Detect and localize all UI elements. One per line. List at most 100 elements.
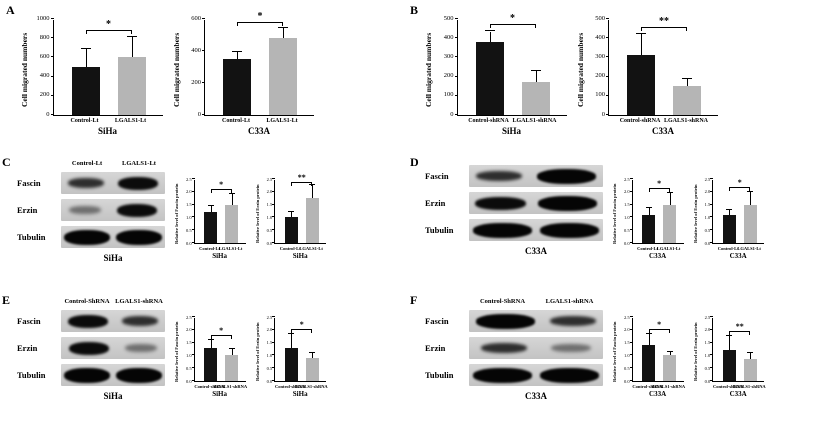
significance-bracket (729, 186, 751, 191)
y-axis-label: Relative level of Erzin protein (692, 184, 698, 244)
chart-cell-migration-c33a-lt: Cell migrated numbers 0 200 400 600 * Control-… (171, 4, 314, 136)
lane-header: LGALS1-shRNA (545, 298, 594, 305)
y-tick-label: 0.0 (185, 240, 192, 246)
y-tick-mark (272, 242, 276, 243)
blot-row: Fascin (425, 165, 603, 187)
y-tick-label: 2.5 (704, 176, 711, 182)
category-label: LGALS1-Lt (266, 118, 298, 124)
error-bar-cap (666, 350, 673, 352)
y-tick-mark (710, 216, 714, 218)
cell-line-label: C33A (525, 246, 547, 256)
y-tick-mark (629, 328, 633, 330)
error-bar-cap (645, 207, 652, 209)
significance-label: * (657, 319, 662, 329)
error-bar-cap (126, 35, 137, 37)
protein-band (473, 222, 532, 238)
x-axis-label: SiHa (292, 390, 308, 398)
panel-F-content: Control-ShRNA LGALS1-shRNA Fascin Erzin Tubu… (425, 294, 766, 422)
y-tick-label: 200 (39, 91, 50, 99)
y-tick-mark (629, 203, 633, 205)
protein-band (117, 203, 157, 217)
y-tick-mark (272, 178, 276, 179)
category-label: Control-shRNA (619, 118, 661, 124)
y-tick-label: 1.5 (623, 340, 630, 346)
blot-row: Fascin (425, 310, 603, 332)
significance-label: * (657, 179, 662, 189)
y-tick-mark (606, 37, 609, 39)
bar-lgals1-shrna (673, 86, 701, 115)
protein-band (64, 367, 110, 383)
y-tick-mark (272, 354, 276, 356)
y-tick-mark (272, 203, 276, 205)
y-tick-label: 0.0 (185, 378, 192, 384)
y-tick-mark (272, 316, 276, 317)
y-tick-mark (629, 341, 633, 343)
error-bar (641, 34, 642, 56)
y-tick-mark (454, 114, 458, 115)
protein-label: Tubulin (425, 370, 454, 380)
lane-header: LGALS1-shRNA (115, 298, 163, 305)
y-tick-label: 300 (443, 52, 454, 60)
y-tick-mark (202, 50, 205, 51)
y-axis-label: Relative level of Erzin protein (254, 184, 260, 244)
category-label: Control-Lt (70, 118, 99, 124)
bar-control-shrna (475, 42, 504, 115)
chart-fascin-siha-shrna: Relative level of Fascin protein 0.0 0.5 1.… (174, 306, 248, 398)
error-bar-cap (288, 211, 295, 213)
y-tick-mark (191, 380, 195, 381)
y-tick-label: 1.5 (623, 202, 630, 208)
panel-label-C: C (2, 155, 11, 169)
y-tick-mark (272, 229, 276, 231)
protein-band (125, 344, 157, 352)
y-tick-label: 1.5 (185, 340, 192, 346)
y-tick-label: 0 (46, 110, 50, 118)
x-axis-label: SiHa (212, 390, 227, 398)
error-bar (729, 209, 731, 215)
error-bar-cap (484, 30, 495, 32)
protein-band (481, 343, 527, 353)
lane-headers: Control-Lt LGALS1-Lt (61, 160, 165, 167)
y-tick-mark (191, 354, 195, 356)
category-label: Control-Lt (637, 246, 659, 251)
bar-lgals1-lt (117, 57, 146, 115)
y-tick-label: 2.5 (185, 314, 192, 320)
error-bar-cap (228, 348, 235, 349)
y-axis-label: Cell migrated numbers (575, 32, 585, 108)
y-tick-mark (454, 75, 458, 77)
y-tick-mark (710, 328, 714, 330)
y-tick-mark (710, 203, 714, 205)
y-axis-label: Relative level of Fascin protein (174, 321, 179, 383)
chart-body: 0.0 0.5 1.0 1.5 2.0 2.5 ** Control-Lt LGALS1-Lt S… (260, 168, 327, 260)
y-tick-mark (629, 229, 633, 231)
plot-area: 0.0 0.5 1.0 1.5 2.0 2.5 ** (705, 315, 765, 383)
y-tick-mark (50, 56, 54, 58)
y-tick-mark (191, 341, 195, 343)
blot-row: Erzin (425, 337, 603, 359)
bar-lgals1-lt (225, 204, 239, 243)
y-axis-label: Cell migrated numbers (171, 32, 181, 108)
y-tick-mark (606, 114, 609, 115)
panel-D: D Fascin Erzin Tubulin C33A Relative level … (410, 156, 822, 292)
category-label: LGALS1-shRNA (214, 384, 248, 389)
error-bar (669, 351, 671, 356)
blot-row: Fascin (17, 310, 165, 332)
error-bar-cap (309, 351, 316, 353)
protein-band (69, 206, 101, 214)
error-bar (291, 212, 293, 218)
y-tick-label: 1.5 (704, 202, 711, 208)
category-labels: Control-shRNA LGALS1-shRNA (608, 116, 718, 125)
significance-bracket (237, 22, 283, 26)
plot-area: 0 200 400 600 * (191, 12, 314, 117)
y-tick-label: 600 (191, 14, 201, 22)
category-labels: Control-shRNA LGALS1-shRNA (194, 382, 248, 389)
error-bar (535, 70, 537, 83)
y-tick-label: 2.0 (623, 327, 630, 333)
x-axis-label: SiHa (501, 126, 521, 136)
y-tick-label: 500 (443, 14, 454, 22)
x-axis-label: C33A (649, 252, 667, 260)
y-tick-label: 200 (443, 72, 454, 80)
error-bar-cap (645, 332, 652, 334)
bar-lgals1-shrna (305, 357, 319, 381)
y-tick-mark (710, 242, 714, 243)
y-tick-label: 1.0 (185, 352, 192, 358)
